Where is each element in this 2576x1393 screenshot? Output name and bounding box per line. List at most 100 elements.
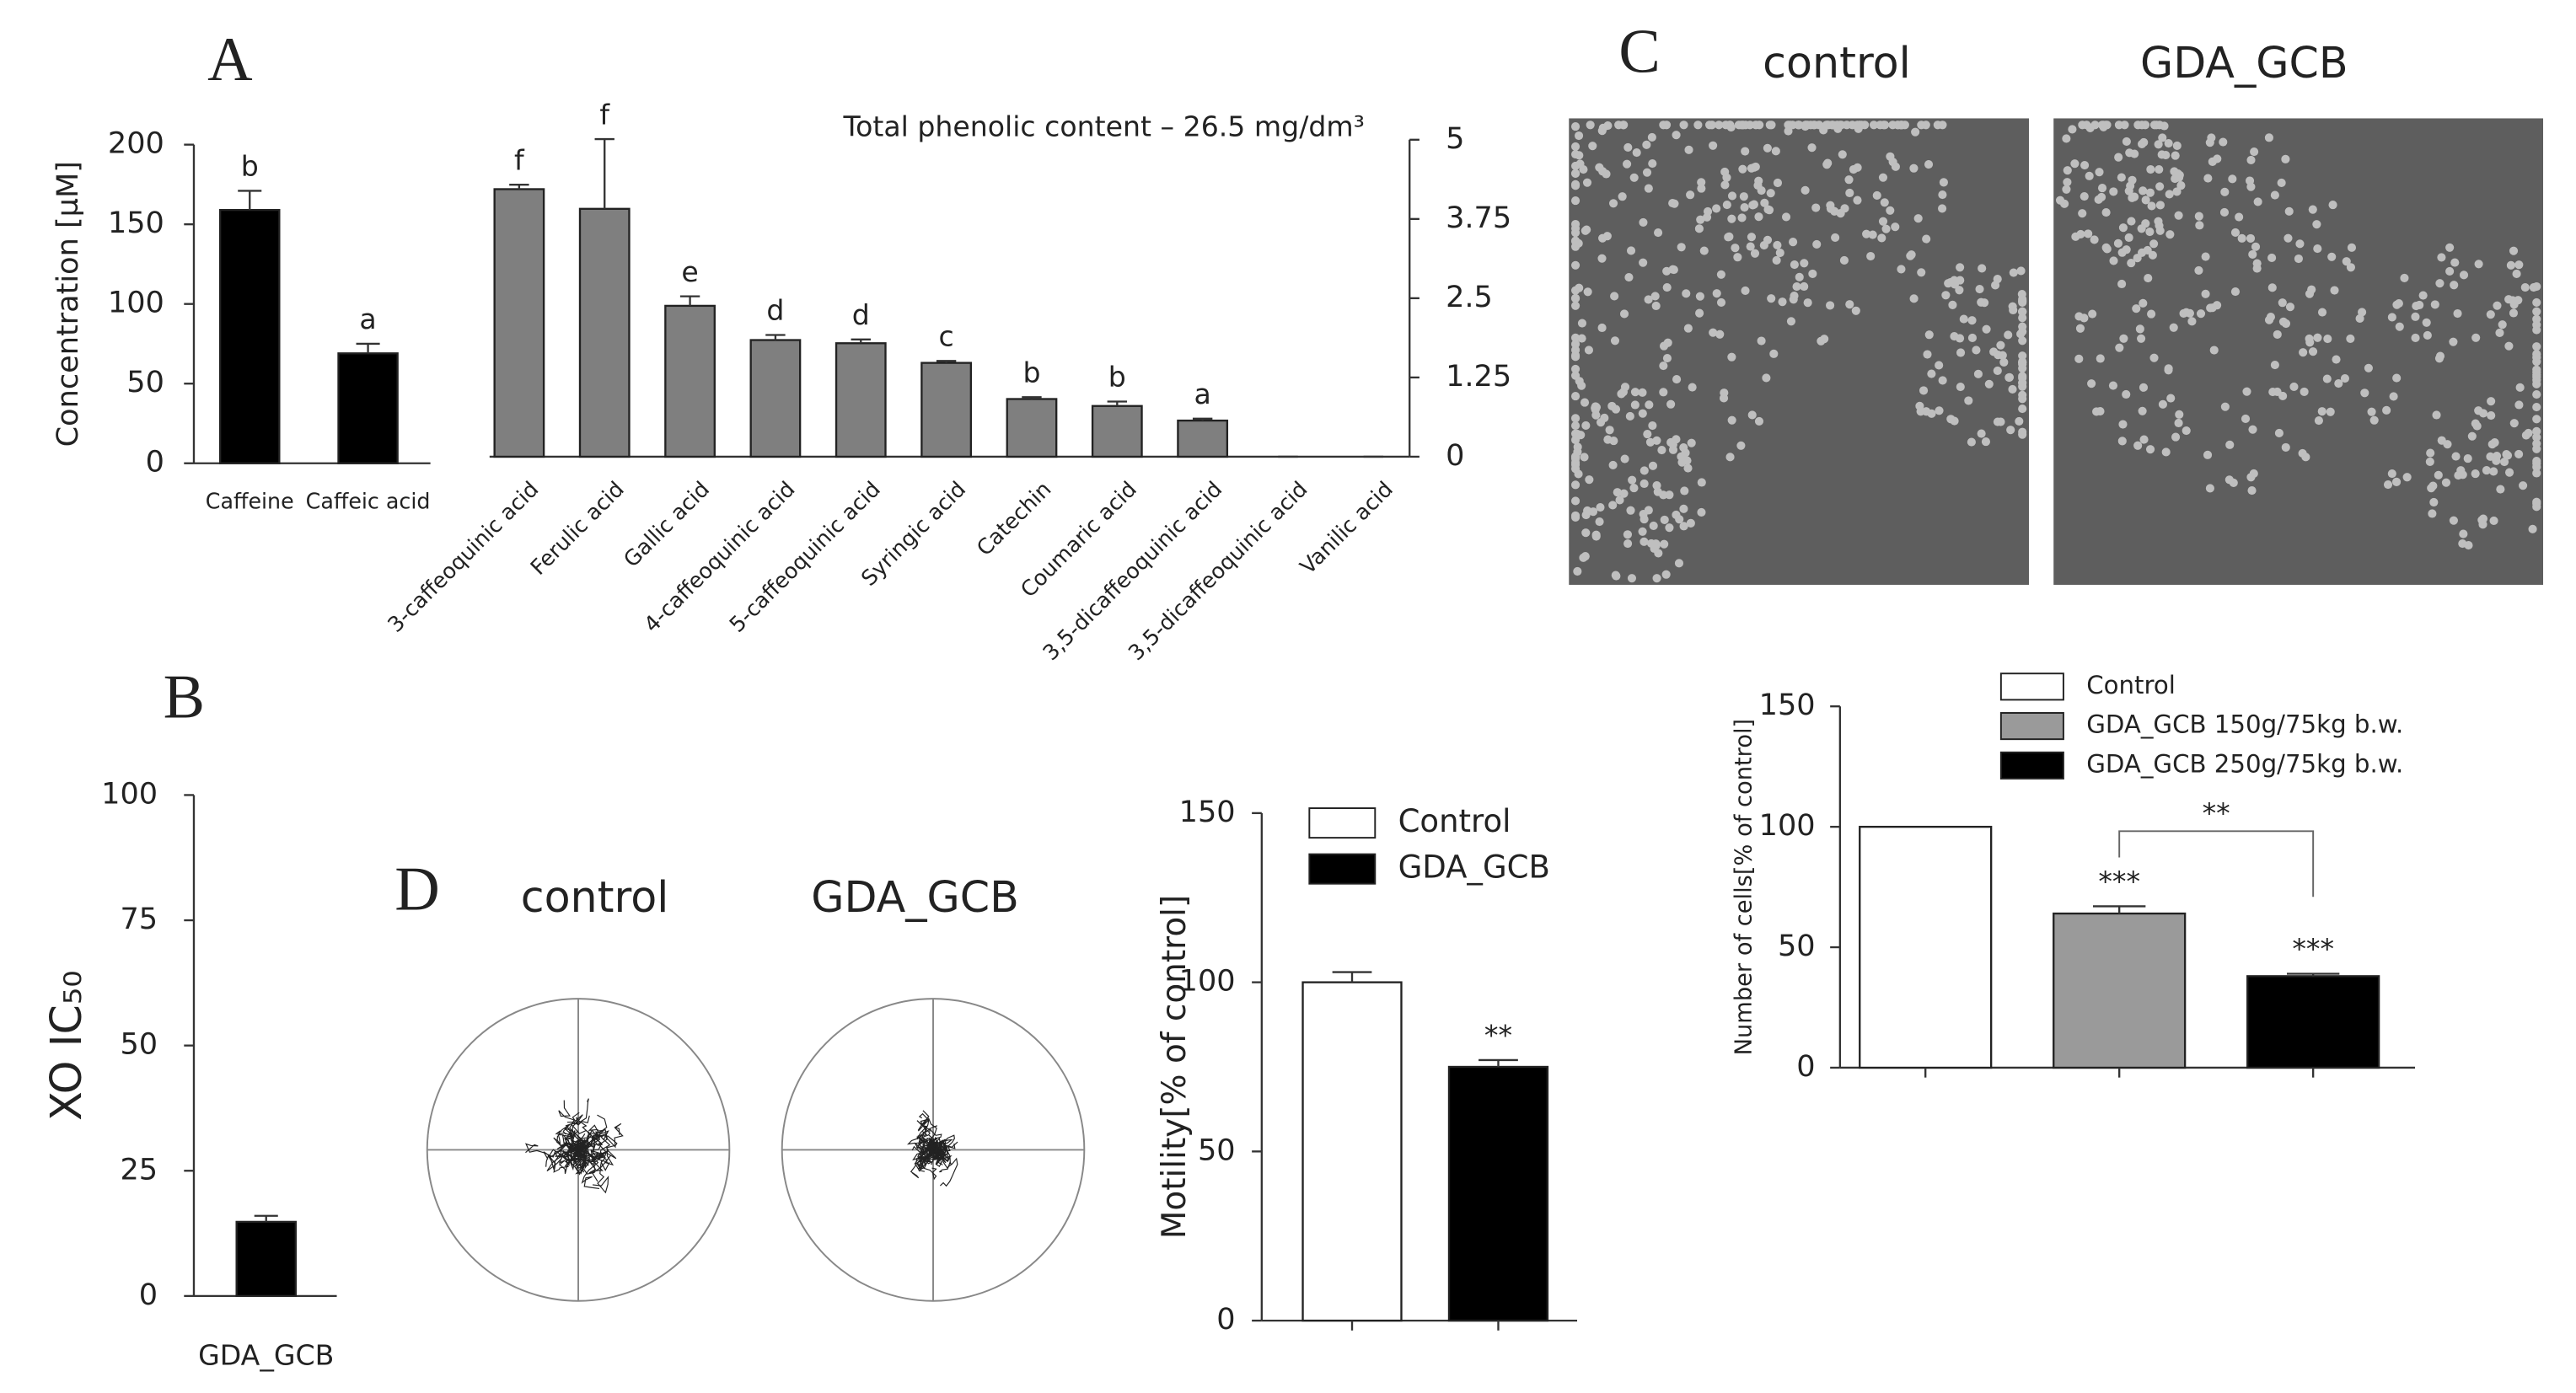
cell [1571,421,1580,431]
cell [1993,366,2002,375]
cell [1775,248,1784,258]
cell [2430,300,2439,309]
annotation: ** [1484,1019,1512,1052]
cell [2364,363,2373,372]
cell [2532,439,2541,448]
cell [2220,187,2230,196]
cell [1573,442,1582,452]
cell [1938,190,1947,200]
cell [2512,269,2521,279]
bar [1447,1065,1549,1322]
cell [1571,453,1580,462]
cell [1853,163,1862,172]
cell [1762,373,1771,383]
cell [1577,319,1587,328]
cell [2114,153,2123,162]
cell [2109,256,2118,265]
cell [1645,400,1654,410]
cell [2383,480,2393,490]
cell [2018,378,2027,388]
cell [1683,324,1693,333]
cell [2016,266,2026,276]
cell [2453,308,2462,319]
cell [2489,516,2498,525]
y-tick-label: 150 [1759,688,1816,722]
y-tick-label: 2.5 [1446,280,1493,314]
cell [2435,351,2445,361]
cell [1659,341,1669,351]
cell [1630,400,1640,410]
cell [1571,512,1580,522]
cell [2253,197,2262,206]
cell [2504,295,2514,304]
cell [1686,518,1695,528]
cell [1660,515,1669,524]
cell [2132,304,2141,313]
cell [1654,549,1663,558]
y-tick-label: 100 [1179,964,1236,999]
cell [2137,334,2146,343]
cell [1891,222,1900,232]
cell [2266,313,2275,322]
cell [2281,154,2290,163]
cell [1652,574,1661,583]
annotation: b [1108,361,1126,394]
bar [2246,975,2380,1069]
cell [2346,263,2355,272]
cell [1819,126,1828,135]
cell [1778,297,1787,307]
cell [2532,357,2541,367]
cell [1608,501,1618,510]
cell [1652,481,1661,490]
bar [664,304,716,458]
y-tick-label: 50 [1198,1133,1236,1167]
cell [1640,515,1649,524]
cell [2427,484,2436,493]
cell [1956,263,1965,272]
cell [1746,242,1755,251]
cell [2411,333,2420,343]
cell [1699,246,1709,255]
cell [1679,504,1688,513]
cell [2245,176,2255,185]
cell [2101,207,2111,217]
cell [2128,193,2137,202]
cell [2451,452,2461,461]
cell [1629,484,1639,493]
cell [2139,383,2149,392]
cell [2312,220,2321,229]
cell [1674,559,1684,568]
cell [2113,238,2123,248]
cell [2486,310,2495,319]
cell [1571,496,1580,506]
cell [2277,178,2286,188]
cell [2145,227,2155,237]
cell [1696,215,1705,224]
cell [2016,329,2026,339]
cell [1878,217,1888,226]
cell [2474,260,2483,269]
cell [1956,382,1965,392]
cell [2532,325,2541,335]
cell [2504,468,2514,477]
cell [2514,296,2523,305]
cell [1757,336,1766,346]
cell [2062,134,2071,143]
trajectory-layer [524,1098,958,1194]
trajectory-title: GDA_GCB [811,872,1019,922]
cell [1996,340,2005,350]
cell [1789,295,1798,304]
cell [1967,333,1978,343]
cell [1862,229,1871,238]
cell [1878,173,1888,182]
cell [2133,441,2143,450]
cell [1755,121,1764,130]
cell [1571,161,1580,170]
cell [1693,121,1703,130]
x-tick-label: Caffeic acid [306,489,431,514]
cell [1868,230,1877,239]
cell [2122,389,2131,399]
cell [1959,314,1968,324]
cell [1582,225,1591,234]
cell [2504,341,2514,351]
